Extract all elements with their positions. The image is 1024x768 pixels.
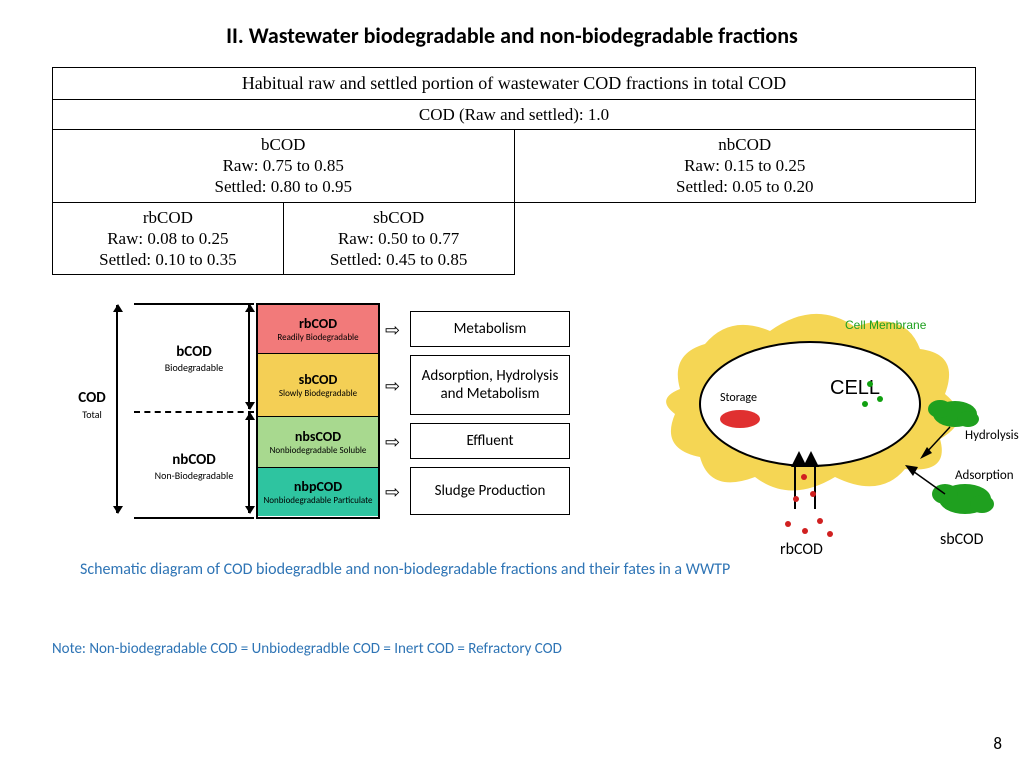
table-header: Habitual raw and settled portion of wast…	[53, 68, 976, 100]
cod-fates-column: Metabolism⇨ Adsorption, Hydrolysis and Me…	[410, 303, 570, 515]
sbcod-cloud-2	[932, 484, 994, 514]
schematic-caption: Schematic diagram of COD biodegradble an…	[80, 560, 960, 579]
sbcod-label: sbCOD	[940, 530, 984, 549]
footnote: Note: Non-biodegradable COD = Unbiodegra…	[52, 640, 562, 658]
nbcod-group-name: nbCOD	[134, 451, 254, 469]
rbcod-raw: Raw: 0.08 to 0.25	[107, 229, 228, 248]
stack-seg-sbcod: sbCODSlowly Biodegradable	[258, 354, 378, 417]
bcod-raw: Raw: 0.75 to 0.85	[223, 156, 344, 175]
cod-groups-column: bCOD Biodegradable nbCOD Non-Biodegradab…	[134, 303, 254, 519]
page-title: II. Wastewater biodegradable and non-bio…	[0, 0, 1024, 67]
bcod-group-name: bCOD	[134, 343, 254, 361]
cell-nbcod: nbCOD Raw: 0.15 to 0.25 Settled: 0.05 to…	[514, 129, 976, 202]
sbcod-raw: Raw: 0.50 to 0.77	[338, 229, 459, 248]
membrane-label: Cell Membrane	[845, 318, 927, 332]
fate-0: Metabolism⇨	[410, 311, 570, 347]
fate-1: Adsorption, Hydrolysis and Metabolism⇨	[410, 355, 570, 415]
fate-2: Effluent⇨	[410, 423, 570, 459]
rbcod-name: rbCOD	[143, 208, 193, 227]
stack-seg-nbscod: nbsCODNonbiodegradable Soluble	[258, 417, 378, 468]
hydrolysis-label: Hydrolysis	[965, 428, 1019, 443]
storage-label: Storage	[720, 391, 757, 405]
rbcod-settled: Settled: 0.10 to 0.35	[99, 250, 236, 269]
cod-schematic: COD Total bCOD Biodegradable nbCOD Non-B…	[60, 299, 1024, 589]
cod-fractions-table: Habitual raw and settled portion of wast…	[52, 67, 976, 275]
cell-rbcod: rbCOD Raw: 0.08 to 0.25 Settled: 0.10 to…	[53, 202, 284, 275]
bcod-group: bCOD Biodegradable	[134, 305, 254, 411]
cod-total-bracket: COD Total	[60, 299, 124, 519]
rbcod-label: rbCOD	[780, 540, 823, 559]
cod-total-line2: Total	[82, 408, 102, 421]
nbcod-group: nbCOD Non-Biodegradable	[134, 411, 254, 519]
table-total: COD (Raw and settled): 1.0	[53, 99, 976, 129]
cod-total-line1: COD	[78, 389, 105, 407]
fate-3: Sludge Production⇨	[410, 467, 570, 515]
stack-seg-nbpcod: nbpCODNonbiodegradable Particulate	[258, 468, 378, 516]
cell-diagram: CELL Cell Membrane Storage rbCOD	[620, 299, 1020, 559]
page-number: 8	[993, 733, 1002, 754]
cell-label: CELL	[830, 377, 880, 399]
bcod-name: bCOD	[261, 135, 305, 154]
nbcod-raw: Raw: 0.15 to 0.25	[684, 156, 805, 175]
adsorption-label: Adsorption	[955, 468, 1014, 483]
nbcod-settled: Settled: 0.05 to 0.20	[676, 177, 813, 196]
bcod-settled: Settled: 0.80 to 0.95	[215, 177, 352, 196]
storage-blob	[720, 410, 760, 428]
sbcod-name: sbCOD	[373, 208, 424, 227]
cod-fraction-stack: rbCODReadily BiodegradablesbCODSlowly Bi…	[256, 303, 380, 519]
cell-sbcod: sbCOD Raw: 0.50 to 0.77 Settled: 0.45 to…	[283, 202, 514, 275]
bcod-group-sub: Biodegradable	[134, 361, 254, 374]
nbcod-group-sub: Non-Biodegradable	[134, 469, 254, 482]
sbcod-settled: Settled: 0.45 to 0.85	[330, 250, 467, 269]
nbcod-name: nbCOD	[718, 135, 771, 154]
stack-seg-rbcod: rbCODReadily Biodegradable	[258, 305, 378, 354]
cell-bcod: bCOD Raw: 0.75 to 0.85 Settled: 0.80 to …	[53, 129, 515, 202]
